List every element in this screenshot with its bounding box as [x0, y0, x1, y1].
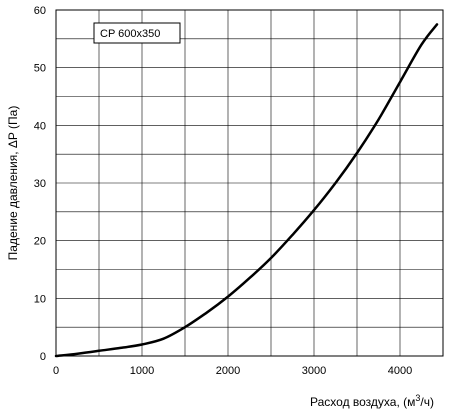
y-tick-label: 0 [40, 351, 46, 363]
y-tick-label: 60 [34, 5, 46, 17]
x-tick-label: 2000 [216, 365, 240, 377]
x-axis-label: Расход воздуха, (м3/ч) [310, 393, 434, 409]
y-axis-label: Падение давления, ΔP (Па) [6, 106, 20, 261]
y-tick-label: 20 [34, 236, 46, 248]
y-tick-label: 10 [34, 293, 46, 305]
x-tick-label: 1000 [130, 365, 154, 377]
legend: CP 600x350 [93, 22, 181, 44]
x-tick-label: 4000 [388, 365, 412, 377]
y-tick-label: 40 [34, 120, 46, 132]
grid [55, 9, 444, 357]
y-tick-label: 30 [34, 178, 46, 190]
x-tick-label: 0 [53, 365, 59, 377]
plot-frame [55, 9, 444, 357]
x-tick-labels: 0 1000 2000 3000 4000 [53, 365, 412, 377]
legend-box [93, 22, 181, 44]
legend-label: CP 600x350 [100, 28, 160, 40]
series-line [54, 23, 439, 358]
y-tick-label: 50 [34, 63, 46, 75]
x-tick-label: 3000 [302, 365, 326, 377]
y-tick-labels: 0 10 20 30 40 50 60 [34, 5, 46, 363]
